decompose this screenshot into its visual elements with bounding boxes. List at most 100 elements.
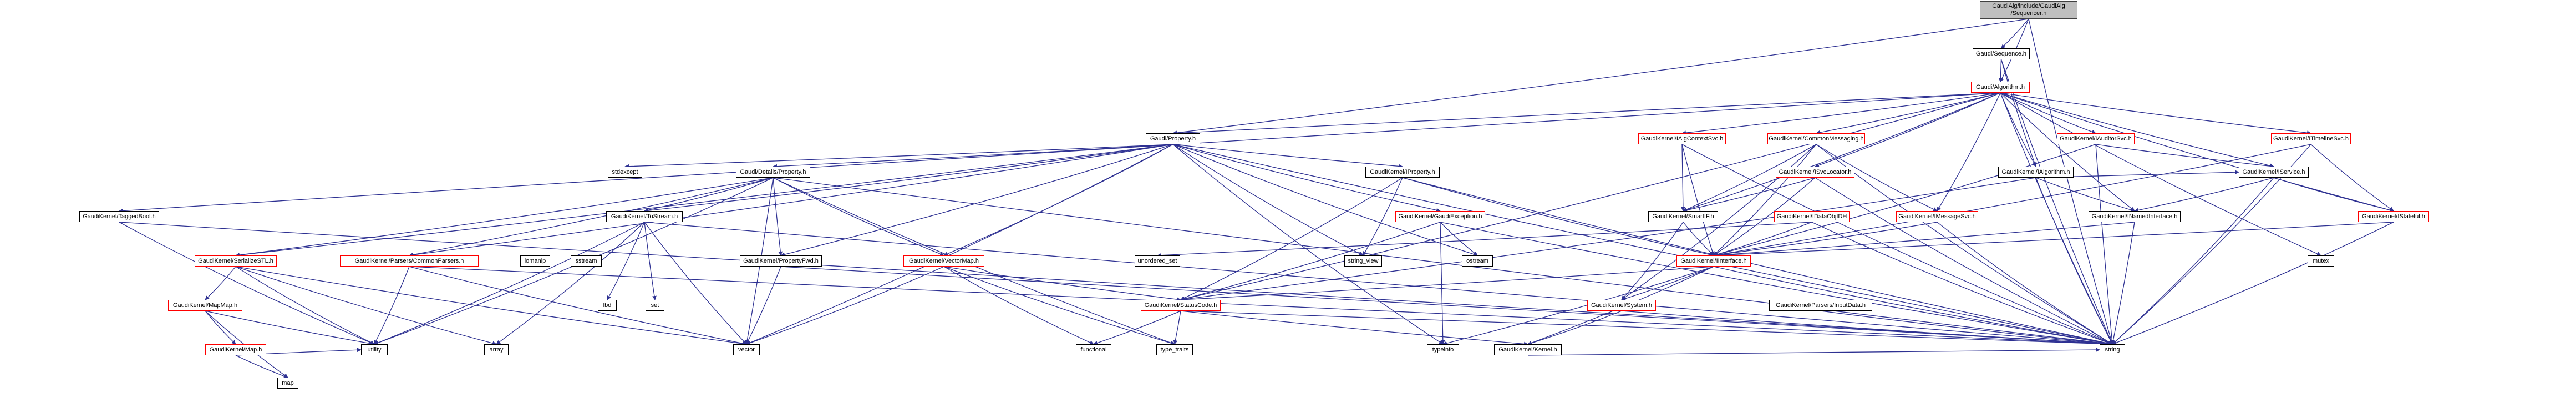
graph-node-label: GaudiKernel/TaggedBool.h — [83, 213, 156, 220]
graph-node-n29[interactable]: string_view — [1344, 255, 1382, 267]
graph-node-n42[interactable]: vector — [733, 344, 760, 355]
graph-node-n14[interactable]: GaudiKernel/TaggedBool.h — [79, 211, 159, 222]
graph-node-n20[interactable]: GaudiKernel/INamedInterface.h — [2089, 211, 2181, 222]
graph-edge — [235, 266, 497, 345]
graph-node-label: iomanip — [524, 258, 546, 264]
graph-edge — [1820, 310, 2113, 346]
graph-edge — [1713, 222, 2394, 258]
graph-edge — [2310, 144, 2394, 212]
graph-node-n7[interactable]: GaudiKernel/ITimelineSvc.h — [2271, 133, 2351, 144]
graph-edge — [1402, 177, 1714, 257]
graph-edge — [2035, 177, 2135, 212]
graph-node-n34[interactable]: lbd — [598, 300, 617, 311]
graph-node-n37[interactable]: GaudiKernel/System.h — [1587, 300, 1656, 311]
graph-node-n25[interactable]: sstream — [571, 255, 602, 267]
graph-node-n17[interactable]: GaudiKernel/SmartIF.h — [1648, 211, 1718, 222]
graph-edge — [374, 222, 645, 345]
graph-edge — [1713, 144, 2311, 257]
graph-edge — [1180, 177, 2036, 302]
graph-node-n12[interactable]: GaudiKernel/IAlgorithm.h — [1998, 167, 2074, 178]
graph-node-n36[interactable]: GaudiKernel/StatusCode.h — [1141, 300, 1221, 311]
graph-edge — [1811, 222, 2113, 345]
graph-node-n19[interactable]: GaudiKernel/IMessageSvc.h — [1896, 211, 1978, 222]
graph-node-n45[interactable]: typeinfo — [1427, 344, 1459, 355]
graph-edge — [2000, 59, 2113, 345]
graph-node-n35[interactable]: set — [646, 300, 664, 311]
graph-node-n48[interactable]: map — [277, 378, 298, 389]
graph-node-label: Gaudi/Sequence.h — [1975, 51, 2027, 57]
graph-edge — [1681, 92, 2001, 135]
graph-node-n27[interactable]: GaudiKernel/VectorMap.h — [903, 255, 984, 267]
graph-node-n46[interactable]: GaudiKernel/Kernel.h — [1494, 344, 1562, 355]
graph-node-n10[interactable]: GaudiKernel/IProperty.h — [1365, 167, 1440, 178]
graph-edge — [2000, 92, 2321, 256]
graph-node-n43[interactable]: functional — [1076, 344, 1111, 355]
graph-node-n44[interactable]: type_traits — [1156, 344, 1193, 355]
graph-node-n3[interactable]: Gaudi/Property.h — [1146, 133, 1200, 144]
graph-edge — [1180, 222, 1441, 301]
graph-node-n16[interactable]: GaudiKernel/GaudiException.h — [1395, 211, 1485, 222]
graph-node-label: Gaudi/Algorithm.h — [1975, 84, 2025, 91]
graph-node-n28[interactable]: unordered_set — [1135, 255, 1180, 267]
graph-node-label: GaudiKernel/PropertyFwd.h — [743, 258, 819, 264]
graph-node-n33[interactable]: GaudiKernel/MapMap.h — [168, 300, 242, 311]
graph-edge — [624, 144, 1173, 169]
graph-node-n22[interactable]: GaudiKernel/SerializeSTL.h — [195, 255, 277, 267]
graph-node-n41[interactable]: utility — [361, 344, 388, 355]
graph-node-n18[interactable]: GaudiKernel/IDataObjIDH — [1774, 211, 1850, 222]
graph-node-label: GaudiKernel/VectorMap.h — [909, 258, 979, 264]
graph-node-n4[interactable]: GaudiKernel/IAlgContextSvc.h — [1638, 133, 1726, 144]
graph-edge — [1172, 18, 2029, 135]
graph-node-n5[interactable]: GaudiKernel/CommonMessaging.h — [1767, 133, 1865, 144]
graph-edge — [2000, 59, 2037, 167]
graph-node-label: functional — [1080, 346, 1107, 353]
graph-node-n47[interactable]: string — [2100, 344, 2125, 355]
graph-edge — [1621, 222, 1684, 300]
graph-edge — [2111, 222, 2135, 345]
graph-node-n23[interactable]: GaudiKernel/Parsers/CommonParsers.h — [340, 255, 479, 267]
graph-node-label: GaudiKernel/Map.h — [209, 346, 262, 353]
graph-node-n24[interactable]: iomanip — [520, 255, 550, 267]
graph-node-label: GaudiKernel/Parsers/InputData.h — [1775, 302, 1866, 309]
graph-edge — [1172, 144, 1403, 169]
graph-edge — [1442, 266, 1714, 346]
graph-node-n31[interactable]: GaudiKernel/IInterface.h — [1676, 255, 1751, 267]
graph-node-label: GaudiKernel/System.h — [1591, 302, 1653, 309]
graph-edge — [1713, 222, 1812, 257]
graph-edge — [205, 266, 236, 300]
graph-node-n32[interactable]: mutex — [2308, 255, 2334, 267]
graph-node-n11[interactable]: GaudiKernel/ISvcLocator.h — [1776, 167, 1854, 178]
graph-node-n8[interactable]: stdexcept — [608, 167, 642, 178]
graph-node-n38[interactable]: GaudiKernel/Parsers/InputData.h — [1769, 300, 1872, 311]
graph-node-label: GaudiKernel/ISvcLocator.h — [1779, 169, 1852, 175]
graph-node-n26[interactable]: GaudiKernel/PropertyFwd.h — [740, 255, 822, 267]
graph-node-label: GaudiKernel/IAuditorSvc.h — [2060, 135, 2132, 142]
graph-edge — [1180, 266, 1714, 302]
graph-node-n13[interactable]: GaudiKernel/IService.h — [2239, 167, 2309, 178]
graph-node-label: ostream — [1466, 258, 1488, 264]
graph-node-n30[interactable]: ostream — [1462, 255, 1493, 267]
graph-node-n2[interactable]: Gaudi/Algorithm.h — [1971, 82, 2030, 93]
graph-node-n15[interactable]: GaudiKernel/ToStream.h — [606, 211, 683, 222]
graph-edge — [1180, 92, 2001, 302]
graph-node-label: vector — [738, 346, 755, 353]
graph-node-label: array — [489, 346, 504, 353]
graph-node-label: string — [2105, 346, 2120, 353]
graph-node-label: GaudiKernel/IAlgContextSvc.h — [1640, 135, 1724, 142]
graph-node-label: lbd — [603, 302, 612, 309]
graph-edge — [1816, 144, 1938, 212]
graph-node-n9[interactable]: Gaudi/Details/Property.h — [736, 167, 810, 178]
graph-edge — [644, 222, 657, 300]
graph-node-n40[interactable]: array — [484, 344, 509, 355]
graph-node-n39[interactable]: GaudiKernel/Map.h — [205, 344, 266, 355]
graph-node-label: mutex — [2313, 258, 2329, 264]
graph-edge — [1815, 92, 2001, 168]
graph-node-n6[interactable]: GaudiKernel/IAuditorSvc.h — [2057, 133, 2135, 144]
graph-edge — [119, 222, 375, 345]
graph-edge — [1172, 144, 2113, 346]
graph-node-n1[interactable]: Gaudi/Sequence.h — [1973, 48, 2030, 59]
graph-node-n21[interactable]: GaudiKernel/IStateful.h — [2358, 211, 2429, 222]
graph-node-n0[interactable]: GaudiAlg/include/GaudiAlg /Sequencer.h — [1980, 1, 2077, 19]
graph-edge — [1816, 92, 2001, 135]
graph-edge — [409, 266, 747, 346]
